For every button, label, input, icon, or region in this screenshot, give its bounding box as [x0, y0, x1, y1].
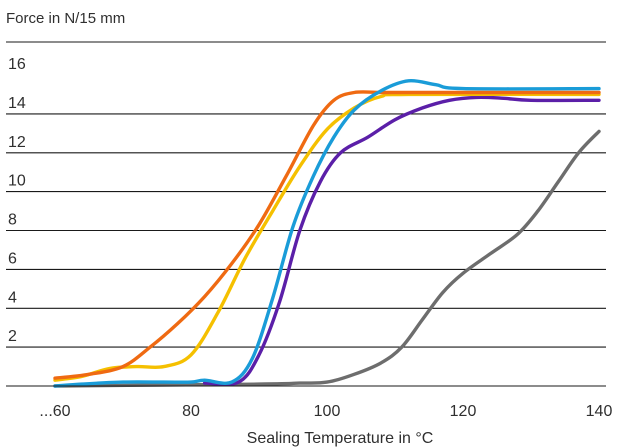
x-tick-labels: ...60 80 100 120 140	[39, 403, 612, 420]
y-tick-label: 6	[8, 250, 17, 267]
series-line-4	[53, 90, 601, 380]
series-line-5	[53, 78, 601, 388]
x-tick-label: 80	[182, 403, 200, 420]
x-tick-label: ...60	[39, 403, 70, 420]
series-line-1	[53, 129, 601, 388]
y-tick-label: 4	[8, 289, 17, 306]
x-tick-label: 120	[450, 403, 477, 420]
y-tick-label: 14	[8, 95, 26, 112]
series-line-2	[202, 95, 601, 387]
x-tick-label: 140	[586, 403, 613, 420]
y-tick-label: 16	[8, 56, 26, 73]
y-tick-label: 8	[8, 212, 17, 229]
y-tick-label: 12	[8, 134, 26, 151]
x-axis-label: Sealing Temperature in °C	[247, 430, 434, 447]
series-lines	[53, 78, 601, 388]
series-line-3	[53, 92, 601, 382]
y-tick-labels: 2 4 6 8 10 12 14 16	[8, 56, 26, 345]
x-tick-label: 100	[314, 403, 341, 420]
y-tick-label: 10	[8, 173, 26, 190]
y-tick-label: 2	[8, 328, 17, 345]
chart-title: Force in N/15 mm	[6, 10, 125, 27]
gridlines	[6, 113, 606, 348]
